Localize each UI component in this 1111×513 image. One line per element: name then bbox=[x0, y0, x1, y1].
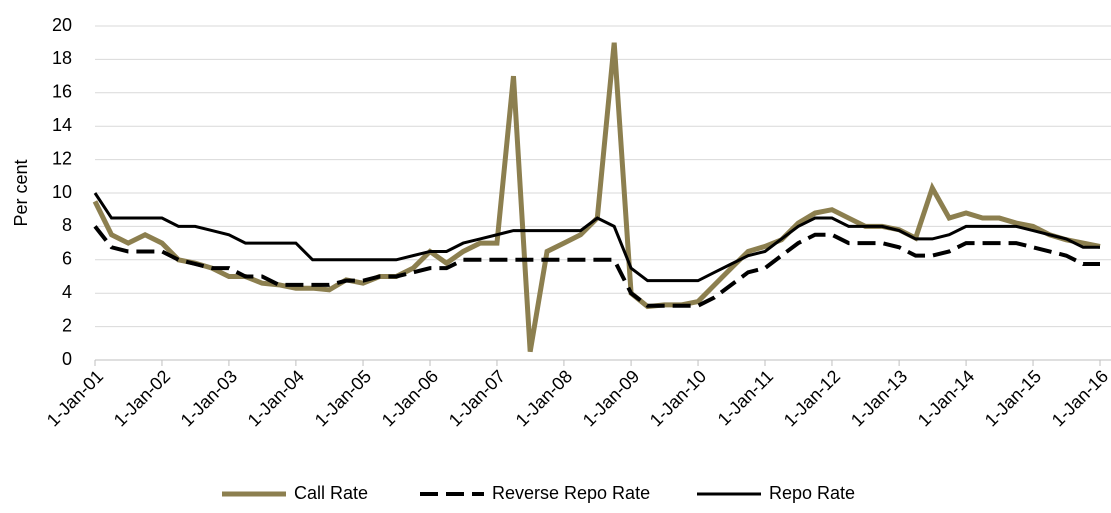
y-axis-label: Per cent bbox=[11, 159, 31, 226]
x-tick-label: 1-Jan-08 bbox=[512, 366, 576, 430]
x-tick-label: 1-Jan-07 bbox=[445, 366, 509, 430]
x-tick-label: 1-Jan-10 bbox=[646, 366, 710, 430]
y-tick-label: 6 bbox=[62, 249, 72, 269]
x-tick-label: 1-Jan-06 bbox=[378, 366, 442, 430]
x-tick-label: 1-Jan-05 bbox=[311, 366, 375, 430]
y-tick-label: 0 bbox=[62, 349, 72, 369]
x-tick-label: 1-Jan-16 bbox=[1048, 366, 1111, 430]
y-tick-label: 8 bbox=[62, 215, 72, 235]
y-tick-label: 2 bbox=[62, 315, 72, 335]
series-line bbox=[93, 192, 1100, 283]
x-tick-label: 1-Jan-11 bbox=[714, 366, 777, 429]
x-tick-label: 1-Jan-15 bbox=[981, 366, 1045, 430]
x-tick-label: 1-Jan-09 bbox=[579, 366, 643, 430]
x-tick-label: 1-Jan-02 bbox=[110, 366, 174, 430]
x-tick-label: 1-Jan-12 bbox=[780, 366, 844, 430]
y-tick-label: 14 bbox=[52, 115, 72, 135]
x-tick-label: 1-Jan-01 bbox=[43, 366, 107, 430]
x-tick-label: 1-Jan-14 bbox=[914, 366, 978, 430]
y-tick-label: 18 bbox=[52, 48, 72, 68]
x-tick-label: 1-Jan-04 bbox=[244, 366, 308, 430]
y-tick-label: 10 bbox=[52, 182, 72, 202]
legend-label: Call Rate bbox=[294, 483, 368, 503]
series-line bbox=[93, 225, 1100, 308]
y-tick-label: 16 bbox=[52, 82, 72, 102]
y-tick-label: 12 bbox=[52, 148, 72, 168]
x-tick-label: 1-Jan-13 bbox=[847, 366, 911, 430]
x-tick-label: 1-Jan-03 bbox=[177, 366, 241, 430]
series-line bbox=[92, 42, 1101, 353]
y-tick-label: 4 bbox=[62, 282, 72, 302]
legend-label: Repo Rate bbox=[769, 483, 855, 503]
legend-label: Reverse Repo Rate bbox=[492, 483, 650, 503]
y-tick-label: 20 bbox=[52, 15, 72, 35]
